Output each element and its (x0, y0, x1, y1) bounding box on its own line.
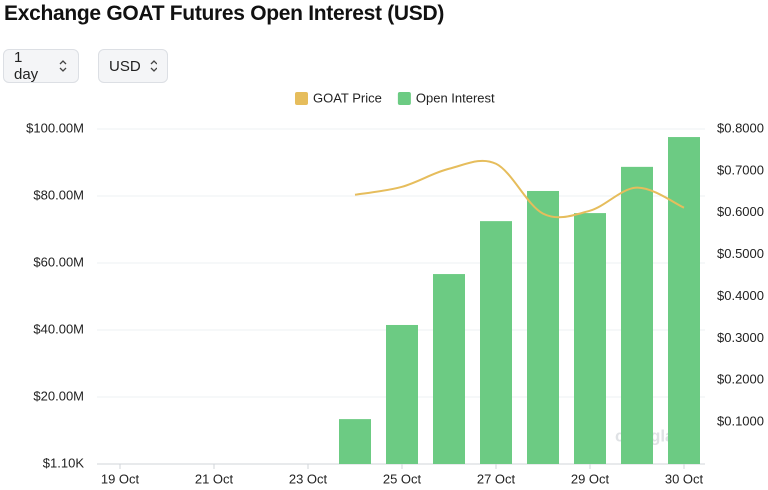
y2-tick-label: $0.3000 (717, 330, 764, 345)
y-tick-label: $40.00M (33, 321, 84, 336)
legend-label: GOAT Price (313, 90, 382, 105)
bar (480, 221, 512, 464)
chart-title: Exchange GOAT Futures Open Interest (USD… (4, 2, 445, 25)
y-tick-label: $1.10K (43, 455, 85, 470)
select-label: USD (109, 57, 141, 75)
y2-tick-label: $0.6000 (717, 204, 764, 219)
x-tick-label: 19 Oct (101, 471, 140, 486)
legend-swatch (397, 92, 411, 105)
bar (339, 419, 371, 464)
y2-tick-label: $0.8000 (717, 120, 764, 135)
y-tick-label: $20.00M (33, 388, 84, 403)
bar (668, 137, 700, 464)
bar (433, 274, 465, 464)
y-tick-label: $80.00M (33, 187, 84, 202)
bar (621, 166, 653, 465)
y2-tick-label: $0.7000 (717, 162, 764, 177)
x-tick-label: 30 Oct (665, 471, 704, 486)
select-label: 1 day (14, 49, 39, 83)
y-tick-label: $100.00M (26, 120, 84, 135)
x-tick-label: 23 Oct (289, 471, 328, 486)
x-tick-label: 21 Oct (195, 471, 234, 486)
legend-label: Open Interest (416, 90, 495, 105)
price-line (354, 159, 685, 219)
currency-select[interactable]: USD (98, 49, 168, 83)
interval-select[interactable]: 1 day (3, 49, 79, 83)
bar (574, 213, 606, 464)
y2-tick-label: $0.2000 (717, 372, 764, 387)
chevron (150, 60, 157, 72)
legend-item: Open Interest (397, 90, 495, 105)
y2-tick-label: $0.5000 (717, 246, 764, 261)
y2-tick-label: $0.4000 (717, 288, 764, 303)
legend-swatch (295, 92, 308, 105)
chevron (59, 60, 67, 72)
bar (527, 190, 559, 464)
y2-tick-label: $0.1000 (717, 414, 764, 429)
y-tick-label: $60.00M (33, 254, 84, 269)
bar (386, 324, 418, 464)
x-tick-label: 25 Oct (383, 471, 422, 486)
legend-item: GOAT Price (295, 90, 382, 105)
x-tick-label: 29 Oct (571, 471, 610, 486)
x-tick-label: 27 Oct (477, 471, 516, 486)
